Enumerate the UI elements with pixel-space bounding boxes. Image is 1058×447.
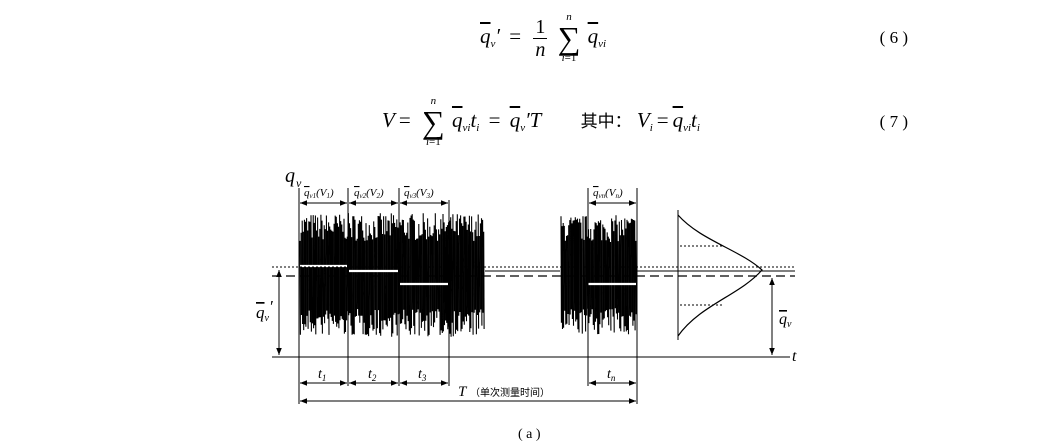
svg-text:qvn(Vn): qvn(Vn) — [593, 187, 623, 200]
eq6-sum: n ∑ i=1 — [557, 11, 581, 64]
segment-dividers — [298, 188, 638, 404]
svg-text:qv3(V3): qv3(V3) — [404, 187, 434, 200]
svg-text:qv1(V1): qv1(V1) — [304, 187, 334, 200]
y-axis-label: q — [285, 165, 295, 187]
eq7-note: 其中： — [580, 111, 632, 132]
duration-arrows — [300, 380, 636, 404]
figure-caption: ( a ) — [518, 427, 541, 442]
noise-signal-right — [560, 215, 637, 335]
segment-labels-top: qv1(V1) qv2(V2) qv3(V3) qvn(Vn) — [304, 187, 623, 200]
svg-text:t2: t2 — [368, 367, 377, 383]
eq7-number: ( 7 ) — [879, 112, 908, 131]
total-time-note: （单次测量时间） — [470, 386, 550, 399]
svg-text:qv2(V2): qv2(V2) — [354, 187, 384, 200]
y-axis-sub: v — [296, 176, 302, 190]
eq6-number: ( 6 ) — [879, 28, 908, 47]
svg-text:t1: t1 — [318, 367, 326, 383]
eq6-qv-bar: q — [480, 23, 491, 48]
svg-text:t3: t3 — [418, 367, 427, 383]
eq7-sum: n ∑ i=1 — [421, 95, 445, 148]
distribution-curve — [677, 214, 763, 337]
x-axis-label: t — [792, 348, 797, 365]
noise-signal-left — [299, 213, 485, 337]
duration-labels: t1 t2 t3 tn — [318, 367, 616, 383]
equation-7: V = n ∑ i=1 qviti = qv′T 其中： Vi = qviti ( 7 ) — [382, 95, 908, 148]
left-mean-label: qv′ — [256, 297, 273, 324]
right-mean-label: qv — [779, 311, 792, 330]
svg-text:tn: tn — [607, 367, 616, 383]
segment-mean-lines — [300, 264, 636, 286]
total-time-label: T — [458, 384, 468, 400]
